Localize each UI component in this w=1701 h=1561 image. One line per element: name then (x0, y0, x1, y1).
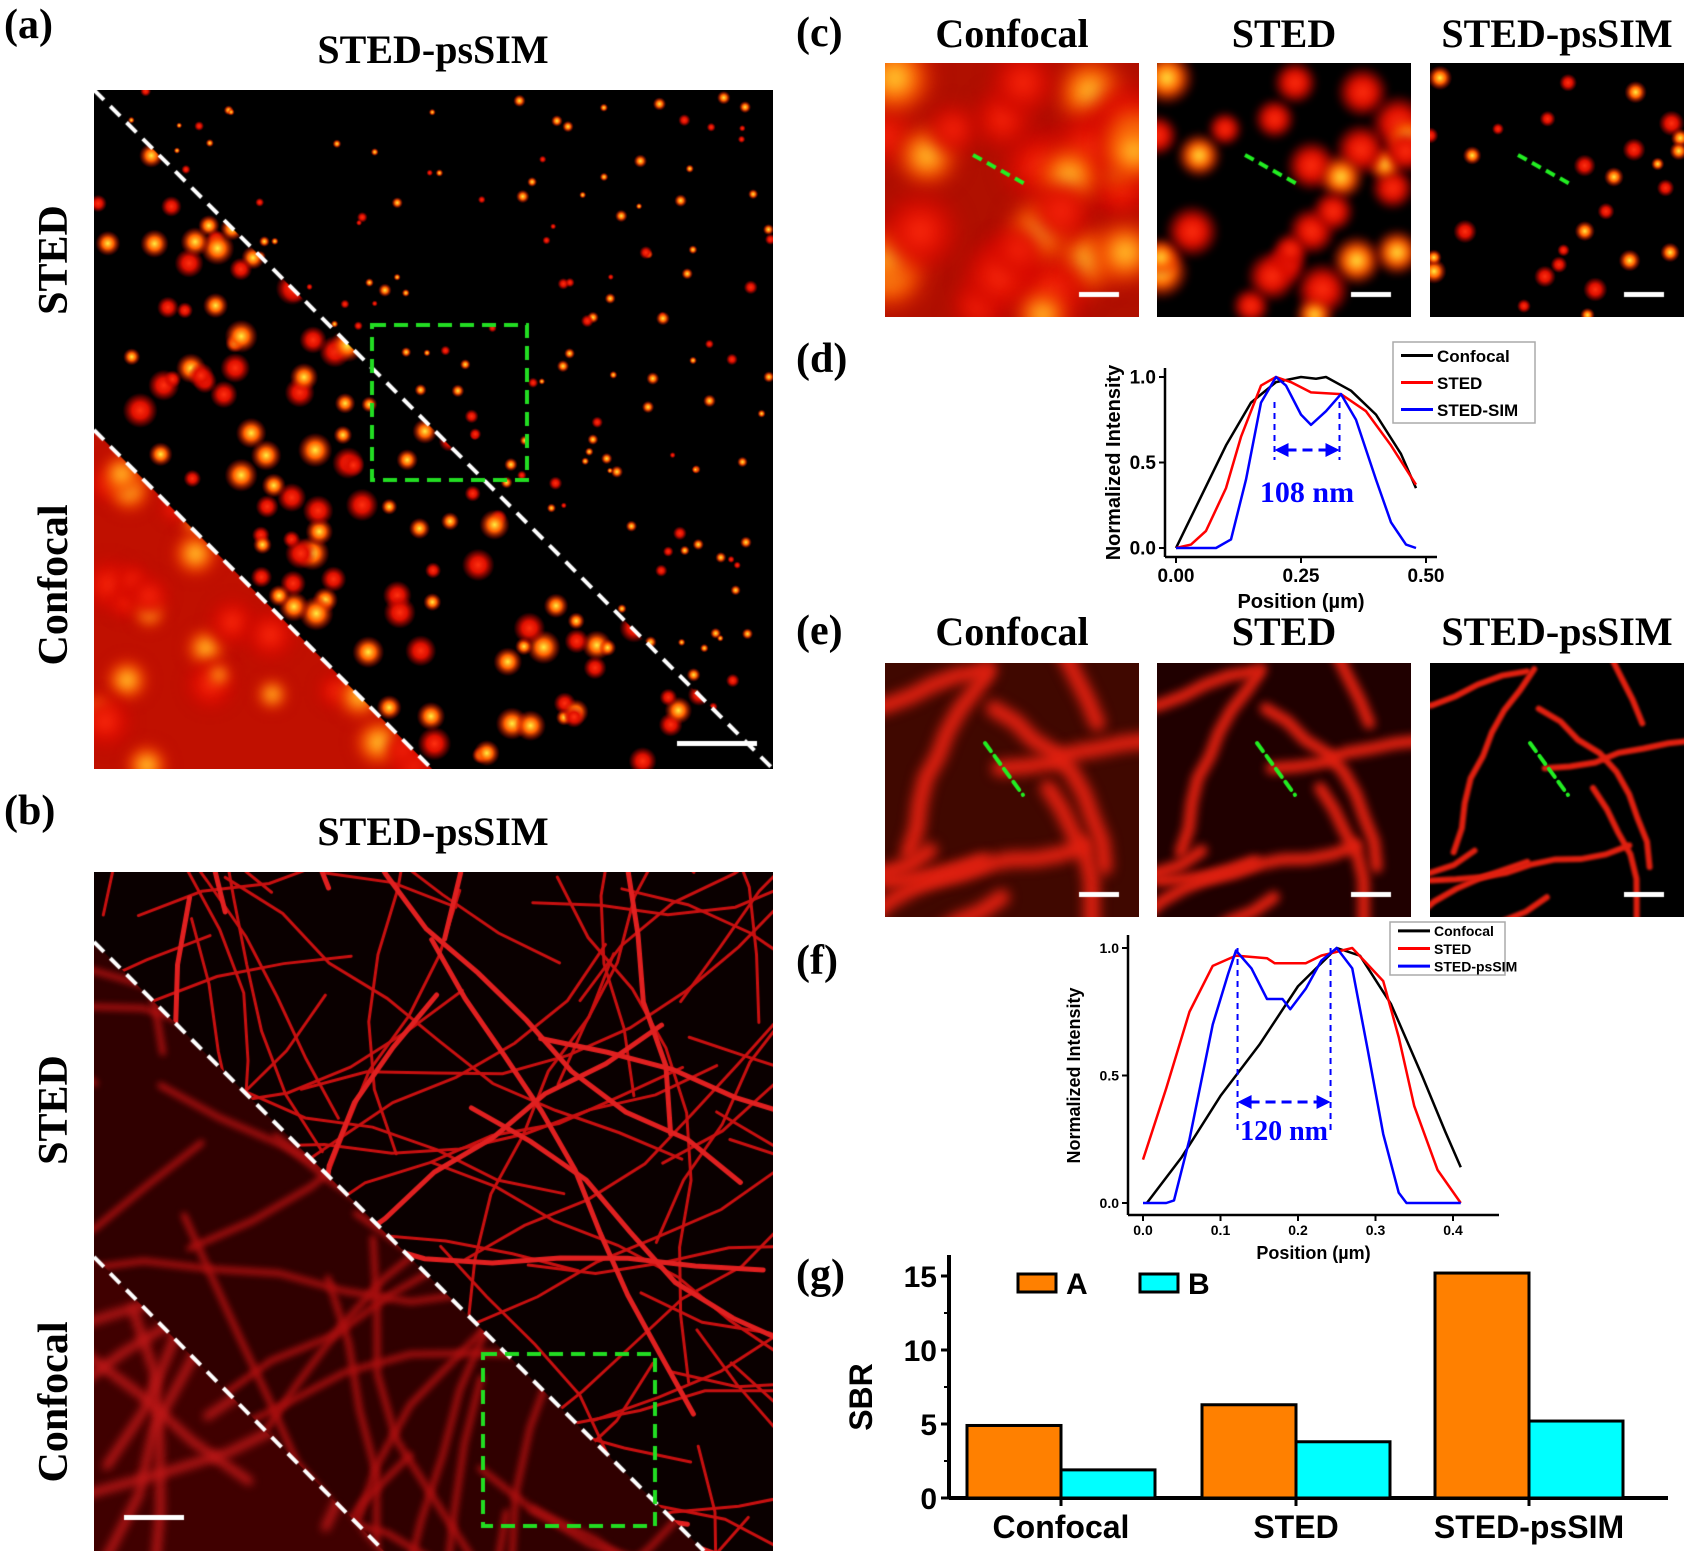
chart-d-x-tick-label: 0.00 (1158, 566, 1195, 587)
chart-g-legend-label: A (1066, 1268, 1088, 1301)
chart-f-y-tick-label: 0.0 (1100, 1195, 1120, 1211)
panel-c-title-confocal: Confocal (935, 11, 1089, 56)
panel-c-confocal-image (885, 63, 1139, 317)
panel-c-sted-image (1157, 63, 1411, 317)
panel-e-sted-image (1157, 663, 1411, 917)
chart-f-y-axis-title: Normalized Intensity (1064, 987, 1084, 1163)
panel-a-title: STED-psSIM (317, 27, 549, 72)
chart-f-legend-label: STED-psSIM (1434, 958, 1517, 974)
panel-c-label: (c) (796, 10, 843, 56)
chart-g-y-tick-label: 10 (904, 1335, 937, 1368)
chart-g-y-tick-label: 5 (920, 1409, 937, 1442)
chart-g-y-axis-title: SBR (843, 1363, 879, 1431)
chart-f-arrowhead-left (1237, 1095, 1252, 1109)
chart-g-legend-swatch (1138, 1272, 1180, 1294)
panel-f-label: (f) (796, 938, 838, 984)
chart-f-arrowhead-right (1316, 1095, 1331, 1109)
chart-g-bar-b (1059, 1468, 1157, 1500)
panel-c-title-sted: STED (1231, 11, 1337, 56)
chart-f-series-sted (1141, 946, 1462, 1204)
chart-f-legend-label: STED (1434, 941, 1471, 957)
chart-f-series-sted-pssim (1143, 946, 1461, 1205)
chart-f-x-tick-label: 0.4 (1443, 1222, 1463, 1238)
chart-g-bar-b (1527, 1419, 1625, 1500)
panel-a-image (94, 90, 773, 769)
chart-d-legend-label: STED (1437, 374, 1482, 393)
panel-d-label: (d) (796, 336, 848, 382)
chart-f-x-tick-label: 0.0 (1133, 1222, 1153, 1238)
chart-d-x-axis-title: Position (µm) (1237, 591, 1364, 613)
chart-d-arrowhead-left (1274, 443, 1289, 457)
chart-d-y-tick-label: 0.5 (1130, 453, 1157, 474)
chart-d-x-tick-label: 0.25 (1283, 566, 1320, 587)
chart-d-y-tick-label: 0.0 (1130, 539, 1156, 560)
panel-e-title-sted-pssim: STED-psSIM (1441, 609, 1673, 654)
chart-d-series-confocal (1174, 375, 1418, 549)
chart-g-legend-label: B (1188, 1268, 1210, 1301)
chart-d-annotation-label: 108 nm (1260, 476, 1354, 509)
panel-e-title-confocal: Confocal (935, 609, 1089, 654)
chart-g-bar-b (1294, 1440, 1392, 1500)
panel-e-confocal-image (885, 663, 1139, 917)
chart-f-legend-label: Confocal (1434, 923, 1494, 939)
chart-g-bar-a (1433, 1271, 1531, 1500)
panel-e-label: (e) (796, 608, 843, 654)
chart-d-legend-label: Confocal (1437, 347, 1510, 366)
panel-g-label: (g) (796, 1252, 845, 1298)
panel-a-label: (a) (4, 2, 53, 48)
chart-g-legend-swatch (1016, 1272, 1058, 1294)
chart-d-y-axis-title: Normalized Intensity (1103, 364, 1125, 560)
chart-f-y-tick-label: 1.0 (1100, 940, 1120, 956)
panel-b-image (94, 872, 773, 1551)
chart-f-series-confocal (1145, 946, 1462, 1204)
chart-d-legend-label: STED-SIM (1437, 401, 1518, 420)
panel-b-title: STED-psSIM (317, 809, 549, 854)
chart-f-y-tick-label: 0.5 (1100, 1067, 1120, 1083)
panel-e-title-sted: STED (1231, 609, 1337, 654)
chart-d-y-tick-label: 1.0 (1130, 368, 1156, 389)
chart-d-x-tick-label: 0.50 (1408, 566, 1445, 587)
chart-f-x-tick-label: 0.1 (1211, 1222, 1231, 1238)
panel-c-title-sted-pssim: STED-psSIM (1441, 11, 1673, 56)
chart-f-annotation-label: 120 nm (1240, 1116, 1328, 1147)
chart-f-x-axis-title: Position (µm) (1256, 1243, 1370, 1263)
chart-g-x-tick-label: Confocal (993, 1509, 1130, 1545)
chart-g-x-tick-label: STED (1253, 1509, 1338, 1545)
chart-g-y-tick-label: 0 (920, 1483, 937, 1516)
chart-g-bar-a (965, 1423, 1063, 1500)
chart-d-series-sted-sim (1176, 375, 1417, 550)
chart-d-arrowhead-right (1325, 443, 1340, 457)
panel-b-label: (b) (4, 788, 56, 834)
panel-c-sted-pssim-image (1430, 63, 1684, 317)
chart-f-x-tick-label: 0.2 (1288, 1222, 1308, 1238)
panel-e-sted-pssim-image (1430, 663, 1684, 917)
chart-g-x-tick-label: STED-psSIM (1434, 1509, 1624, 1545)
chart-g-bar-a (1200, 1403, 1298, 1500)
chart-f-x-tick-label: 0.3 (1366, 1222, 1386, 1238)
chart-g-y-tick-label: 15 (904, 1261, 937, 1294)
